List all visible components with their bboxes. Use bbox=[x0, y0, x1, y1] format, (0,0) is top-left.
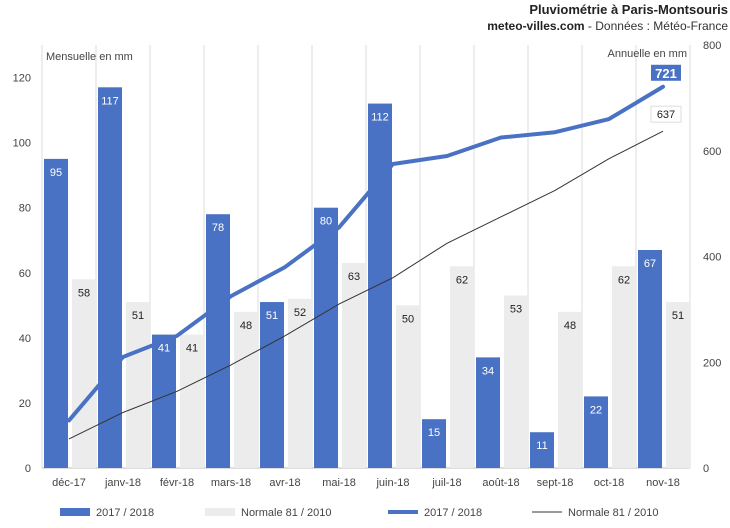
y-left-tick-label: 20 bbox=[19, 398, 31, 410]
bar-2017-2018-value-label: 117 bbox=[101, 95, 119, 107]
chart-subtitle: meteo-villes.com - Données : Météo-Franc… bbox=[487, 18, 728, 34]
y-right-axis-title: Annuelle en mm bbox=[608, 48, 688, 60]
x-tick-label: nov-18 bbox=[646, 477, 680, 489]
bar-normale bbox=[450, 266, 474, 468]
bar-normale-value-label: 62 bbox=[618, 274, 630, 286]
bar-2017-2018 bbox=[44, 158, 68, 468]
bar-2017-2018-value-label: 34 bbox=[482, 365, 494, 377]
bar-normale bbox=[234, 311, 258, 468]
bar-normale bbox=[342, 263, 366, 468]
bar-2017-2018-value-label: 80 bbox=[320, 216, 332, 228]
site-name: meteo-villes.com bbox=[487, 19, 585, 33]
bar-2017-2018-value-label: 15 bbox=[428, 427, 440, 439]
bar-normale-value-label: 63 bbox=[348, 271, 360, 283]
y-right-tick-label: 0 bbox=[703, 463, 709, 475]
bar-normale bbox=[126, 302, 150, 468]
x-tick-label: juin-18 bbox=[375, 477, 409, 489]
bar-2017-2018-value-label: 11 bbox=[536, 440, 547, 452]
bar-normale bbox=[558, 311, 582, 468]
bar-2017-2018 bbox=[152, 334, 176, 468]
legend-item-bar-normale-swatch bbox=[205, 508, 235, 516]
bar-2017-2018 bbox=[368, 103, 392, 469]
y-left-tick-label: 60 bbox=[19, 268, 31, 280]
legend-item-bar-2017-2018-label: 2017 / 2018 bbox=[96, 507, 154, 519]
bar-normale bbox=[504, 295, 528, 468]
bar-2017-2018-value-label: 95 bbox=[50, 167, 62, 179]
bar-2017-2018 bbox=[476, 357, 500, 468]
y-right-tick-label: 600 bbox=[703, 146, 721, 158]
bar-normale bbox=[666, 302, 690, 468]
bar-normale bbox=[180, 334, 204, 468]
bar-2017-2018 bbox=[206, 214, 230, 468]
legend-item-line-2017-2018-label: 2017 / 2018 bbox=[424, 507, 482, 519]
bar-normale-value-label: 52 bbox=[294, 307, 306, 319]
data-source: - Données : Météo-France bbox=[584, 19, 728, 33]
chart-title: Pluviométrie à Paris-Montsouris bbox=[529, 2, 728, 17]
x-tick-label: avr-18 bbox=[269, 477, 300, 489]
y-left-axis-title: Mensuelle en mm bbox=[46, 51, 133, 63]
y-left-tick-label: 0 bbox=[25, 463, 31, 475]
bar-normale-value-label: 50 bbox=[402, 313, 414, 325]
bar-normale-value-label: 48 bbox=[240, 320, 252, 332]
bar-normale-value-label: 51 bbox=[672, 310, 684, 322]
chart-header: Pluviométrie à Paris-Montsouris meteo-vi… bbox=[487, 2, 728, 34]
bar-2017-2018 bbox=[260, 302, 284, 468]
bar-2017-2018-value-label: 51 bbox=[266, 310, 278, 322]
x-tick-label: juil-18 bbox=[431, 477, 461, 489]
y-left-tick-label: 100 bbox=[13, 138, 31, 150]
bar-normale-value-label: 53 bbox=[510, 304, 522, 316]
end-label-normale-box bbox=[650, 105, 682, 123]
bar-normale bbox=[396, 305, 420, 468]
bar-2017-2018 bbox=[314, 207, 338, 468]
legend-item-bar-normale-label: Normale 81 / 2010 bbox=[241, 507, 332, 519]
bar-2017-2018 bbox=[422, 419, 446, 468]
bar-normale bbox=[612, 266, 636, 468]
line-normale-cumulative bbox=[68, 130, 664, 440]
line-2017-2018-cumulative bbox=[67, 84, 665, 423]
bar-2017-2018-value-label: 112 bbox=[371, 112, 389, 124]
y-left-tick-label: 40 bbox=[19, 333, 31, 345]
y-left-tick-label: 120 bbox=[13, 73, 31, 85]
bar-2017-2018-value-label: 41 bbox=[158, 343, 170, 355]
bar-2017-2018-value-label: 78 bbox=[212, 222, 224, 234]
bar-normale-value-label: 48 bbox=[564, 320, 576, 332]
bar-normale-value-label: 51 bbox=[132, 310, 144, 322]
bar-2017-2018-value-label: 67 bbox=[644, 258, 656, 270]
legend-item-bar-2017-2018-swatch bbox=[60, 508, 90, 516]
x-tick-label: mai-18 bbox=[322, 477, 356, 489]
y-right-tick-label: 400 bbox=[703, 252, 721, 264]
x-tick-label: janv-18 bbox=[104, 477, 141, 489]
end-label-normale: 637 bbox=[657, 109, 675, 121]
end-label-2017-2018-box bbox=[651, 64, 681, 81]
x-tick-label: sept-18 bbox=[537, 477, 574, 489]
x-tick-label: mars-18 bbox=[211, 477, 251, 489]
bar-normale-value-label: 58 bbox=[78, 287, 90, 299]
bar-2017-2018 bbox=[98, 87, 122, 469]
bar-2017-2018 bbox=[584, 396, 608, 468]
y-right-tick-label: 800 bbox=[703, 40, 721, 52]
bar-normale bbox=[288, 298, 312, 468]
y-left-tick-label: 80 bbox=[19, 203, 31, 215]
legend-item-line-normale-label: Normale 81 / 2010 bbox=[568, 507, 659, 519]
x-tick-label: oct-18 bbox=[594, 477, 625, 489]
y-right-tick-label: 200 bbox=[703, 357, 721, 369]
end-label-2017-2018: 721 bbox=[655, 66, 677, 81]
bar-normale-value-label: 62 bbox=[456, 274, 468, 286]
x-tick-label: déc-17 bbox=[52, 477, 86, 489]
x-tick-label: août-18 bbox=[482, 477, 519, 489]
bar-2017-2018-value-label: 22 bbox=[590, 404, 602, 416]
bar-2017-2018 bbox=[530, 432, 554, 468]
bar-normale-value-label: 41 bbox=[186, 343, 198, 355]
bar-2017-2018 bbox=[638, 249, 662, 468]
x-tick-label: févr-18 bbox=[160, 477, 194, 489]
bar-normale bbox=[72, 279, 96, 468]
